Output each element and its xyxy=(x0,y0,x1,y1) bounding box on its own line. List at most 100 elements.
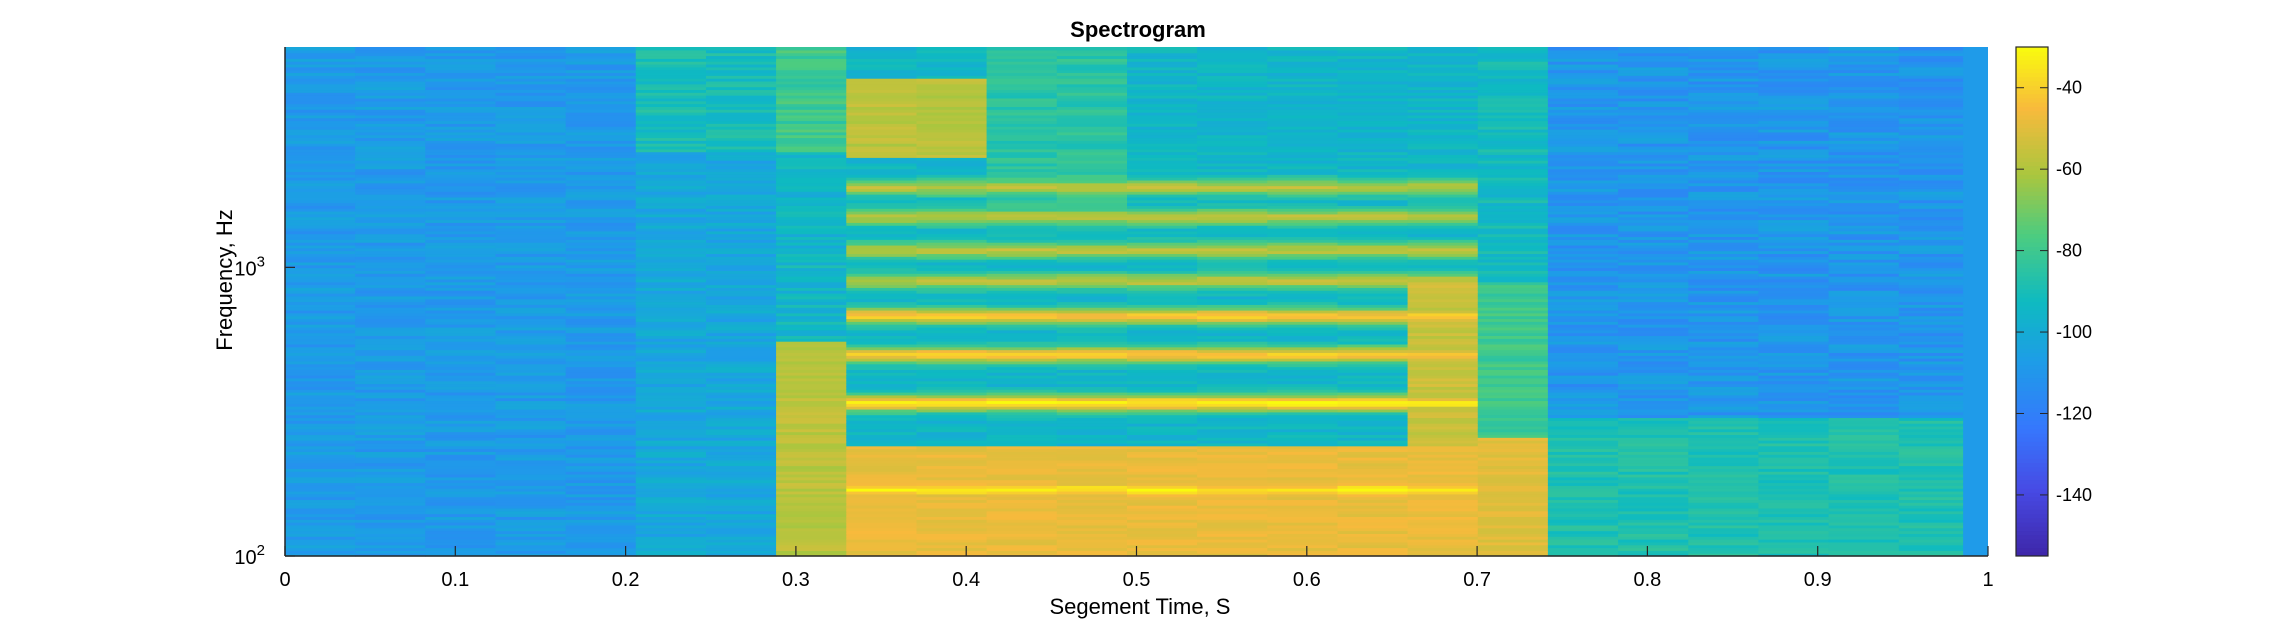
spectrogram-cell xyxy=(846,309,918,314)
spectrogram-cell xyxy=(1477,428,1549,433)
spectrogram-cell xyxy=(635,278,707,283)
spectrogram-cell xyxy=(495,425,567,430)
spectrogram-cell xyxy=(846,462,918,467)
spectrogram-cell xyxy=(1688,227,1760,232)
spectrogram-cell xyxy=(1898,284,1964,288)
spectrogram-cell xyxy=(1056,403,1128,407)
spectrogram-cell xyxy=(1197,95,1268,99)
spectrogram-cell xyxy=(355,408,426,413)
spectrogram-cell xyxy=(1197,157,1268,161)
spectrogram-cell xyxy=(425,137,497,141)
spectrogram-cell xyxy=(1758,352,1830,356)
spectrogram-cell xyxy=(1477,391,1549,396)
spectrogram-cell xyxy=(1688,259,1760,263)
spectrogram-cell xyxy=(1688,129,1760,133)
spectrogram-cell xyxy=(1337,202,1409,206)
spectrogram-cell xyxy=(776,307,847,311)
spectrogram-cell xyxy=(1758,346,1830,351)
spectrogram-cell xyxy=(1267,547,1339,551)
spectrogram-cell xyxy=(565,298,637,303)
spectrogram-cell xyxy=(565,58,637,62)
spectrogram-cell xyxy=(1267,391,1339,396)
spectrogram-cell xyxy=(425,442,497,447)
spectrogram-cell xyxy=(1618,539,1689,543)
spectrogram-cell xyxy=(355,324,426,328)
spectrogram-cell xyxy=(495,242,567,246)
colorbar-tick-label: -120 xyxy=(2056,403,2092,423)
spectrogram-cell xyxy=(635,465,707,469)
spectrogram-cell xyxy=(495,406,567,410)
spectrogram-cell xyxy=(846,457,918,461)
spectrogram-cell xyxy=(285,165,356,170)
spectrogram-cell xyxy=(1267,293,1339,297)
spectrogram-cell xyxy=(1618,397,1689,402)
spectrogram-cell xyxy=(355,363,426,368)
spectrogram-cell xyxy=(1407,536,1479,540)
spectrogram-cell xyxy=(986,72,1058,76)
spectrogram-cell xyxy=(1197,536,1268,540)
spectrogram-cell xyxy=(916,386,988,390)
spectrogram-cell xyxy=(1407,103,1479,107)
spectrogram-cell xyxy=(1898,473,1964,478)
spectrogram-cell xyxy=(1477,440,1549,444)
spectrogram-cell xyxy=(776,329,847,334)
spectrogram-cell xyxy=(1407,454,1479,458)
spectrogram-cell xyxy=(1758,72,1830,76)
spectrogram-cell xyxy=(1197,162,1268,167)
spectrogram-cell xyxy=(495,332,567,337)
spectrogram-cell xyxy=(425,273,497,277)
spectrogram-cell xyxy=(425,471,497,475)
spectrogram-cell xyxy=(1407,377,1479,382)
spectrogram-cell xyxy=(776,391,847,396)
spectrogram-cell xyxy=(1477,63,1549,68)
spectrogram-cell xyxy=(776,479,847,484)
spectrogram-cell xyxy=(1898,479,1964,484)
spectrogram-cell xyxy=(1056,227,1128,232)
spectrogram-cell xyxy=(1337,431,1409,436)
spectrogram-cell xyxy=(1688,502,1760,506)
spectrogram-cell xyxy=(1197,114,1268,119)
spectrogram-cell xyxy=(425,194,497,198)
spectrogram-cell xyxy=(565,179,637,184)
spectrogram-cell xyxy=(1828,86,1900,91)
spectrogram-cell xyxy=(425,315,497,320)
spectrogram-cell xyxy=(776,168,847,173)
spectrogram-cell xyxy=(285,516,356,520)
spectrogram-cell xyxy=(1547,434,1619,438)
spectrogram-cell xyxy=(1547,510,1619,515)
spectrogram-cell xyxy=(1407,411,1479,416)
colorbar-swatch xyxy=(2016,424,2048,430)
spectrogram-cell xyxy=(1618,131,1689,136)
spectrogram-cell xyxy=(1477,236,1549,240)
spectrogram-cell xyxy=(1758,55,1830,59)
spectrogram-cell xyxy=(635,496,707,501)
spectrogram-cell xyxy=(1197,174,1268,178)
spectrogram-cell xyxy=(776,250,847,255)
spectrogram-cell xyxy=(1477,493,1549,498)
spectrogram-cell xyxy=(1337,530,1409,534)
spectrogram-cell xyxy=(776,539,847,543)
colorbar-swatch xyxy=(2016,318,2048,324)
colorbar-swatch xyxy=(2016,509,2048,515)
spectrogram-cell xyxy=(1407,148,1479,153)
spectrogram-cell xyxy=(1758,366,1830,370)
spectrogram-cell xyxy=(1898,346,1964,351)
spectrogram-cell xyxy=(986,109,1058,113)
spectrogram-cell xyxy=(1056,129,1128,133)
spectrogram-cell xyxy=(1547,281,1619,286)
spectrogram-cell xyxy=(285,510,356,515)
spectrogram-cell xyxy=(285,137,356,141)
spectrogram-cell xyxy=(1758,524,1830,529)
colorbar-swatch xyxy=(2016,191,2048,196)
spectrogram-cell xyxy=(986,219,1058,223)
spectrogram-cell xyxy=(1828,417,1900,421)
spectrogram-cell xyxy=(776,92,847,96)
spectrogram-cell xyxy=(285,324,356,328)
spectrogram-cell xyxy=(285,205,356,209)
spectrogram-cell xyxy=(1688,312,1760,317)
spectrogram-cell xyxy=(1828,281,1900,286)
spectrogram-cell xyxy=(916,95,988,99)
spectrogram-cell xyxy=(1337,420,1409,424)
spectrogram-cell xyxy=(1477,126,1549,130)
spectrogram-cell xyxy=(355,304,426,308)
